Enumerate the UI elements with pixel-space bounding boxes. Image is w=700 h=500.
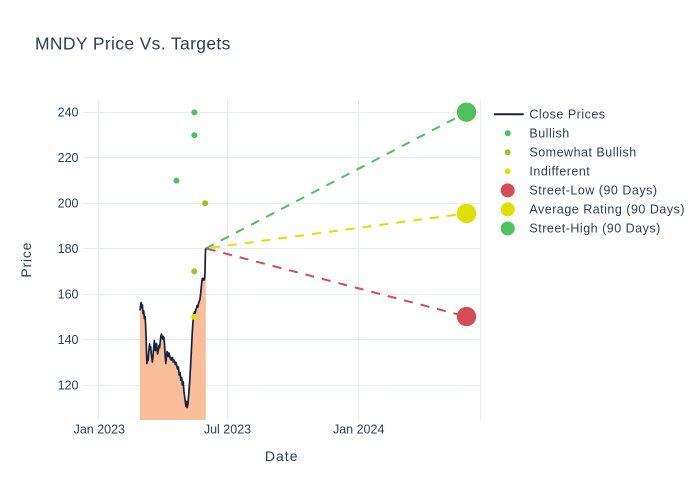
svg-text:160: 160 xyxy=(58,288,79,302)
svg-text:MNDY Price Vs. Targets: MNDY Price Vs. Targets xyxy=(35,34,231,54)
svg-text:Close Prices: Close Prices xyxy=(529,107,605,121)
svg-text:140: 140 xyxy=(58,333,79,347)
svg-text:Jan 2024: Jan 2024 xyxy=(333,423,384,437)
svg-text:200: 200 xyxy=(58,197,79,211)
svg-text:240: 240 xyxy=(58,106,79,120)
svg-text:Somewhat Bullish: Somewhat Bullish xyxy=(529,146,636,160)
svg-text:220: 220 xyxy=(58,151,79,165)
svg-text:120: 120 xyxy=(58,379,79,393)
svg-text:Date: Date xyxy=(265,448,299,464)
svg-text:Price: Price xyxy=(18,242,34,278)
svg-text:Street-High (90 Days): Street-High (90 Days) xyxy=(529,222,660,236)
svg-text:Indifferent: Indifferent xyxy=(529,165,590,179)
svg-text:Jul 2023: Jul 2023 xyxy=(204,423,251,437)
svg-text:Jan 2023: Jan 2023 xyxy=(74,423,125,437)
svg-text:180: 180 xyxy=(58,242,79,256)
svg-text:Bullish: Bullish xyxy=(529,126,569,140)
svg-text:Street-Low (90 Days): Street-Low (90 Days) xyxy=(529,184,657,198)
svg-text:Average Rating (90 Days): Average Rating (90 Days) xyxy=(529,203,685,217)
